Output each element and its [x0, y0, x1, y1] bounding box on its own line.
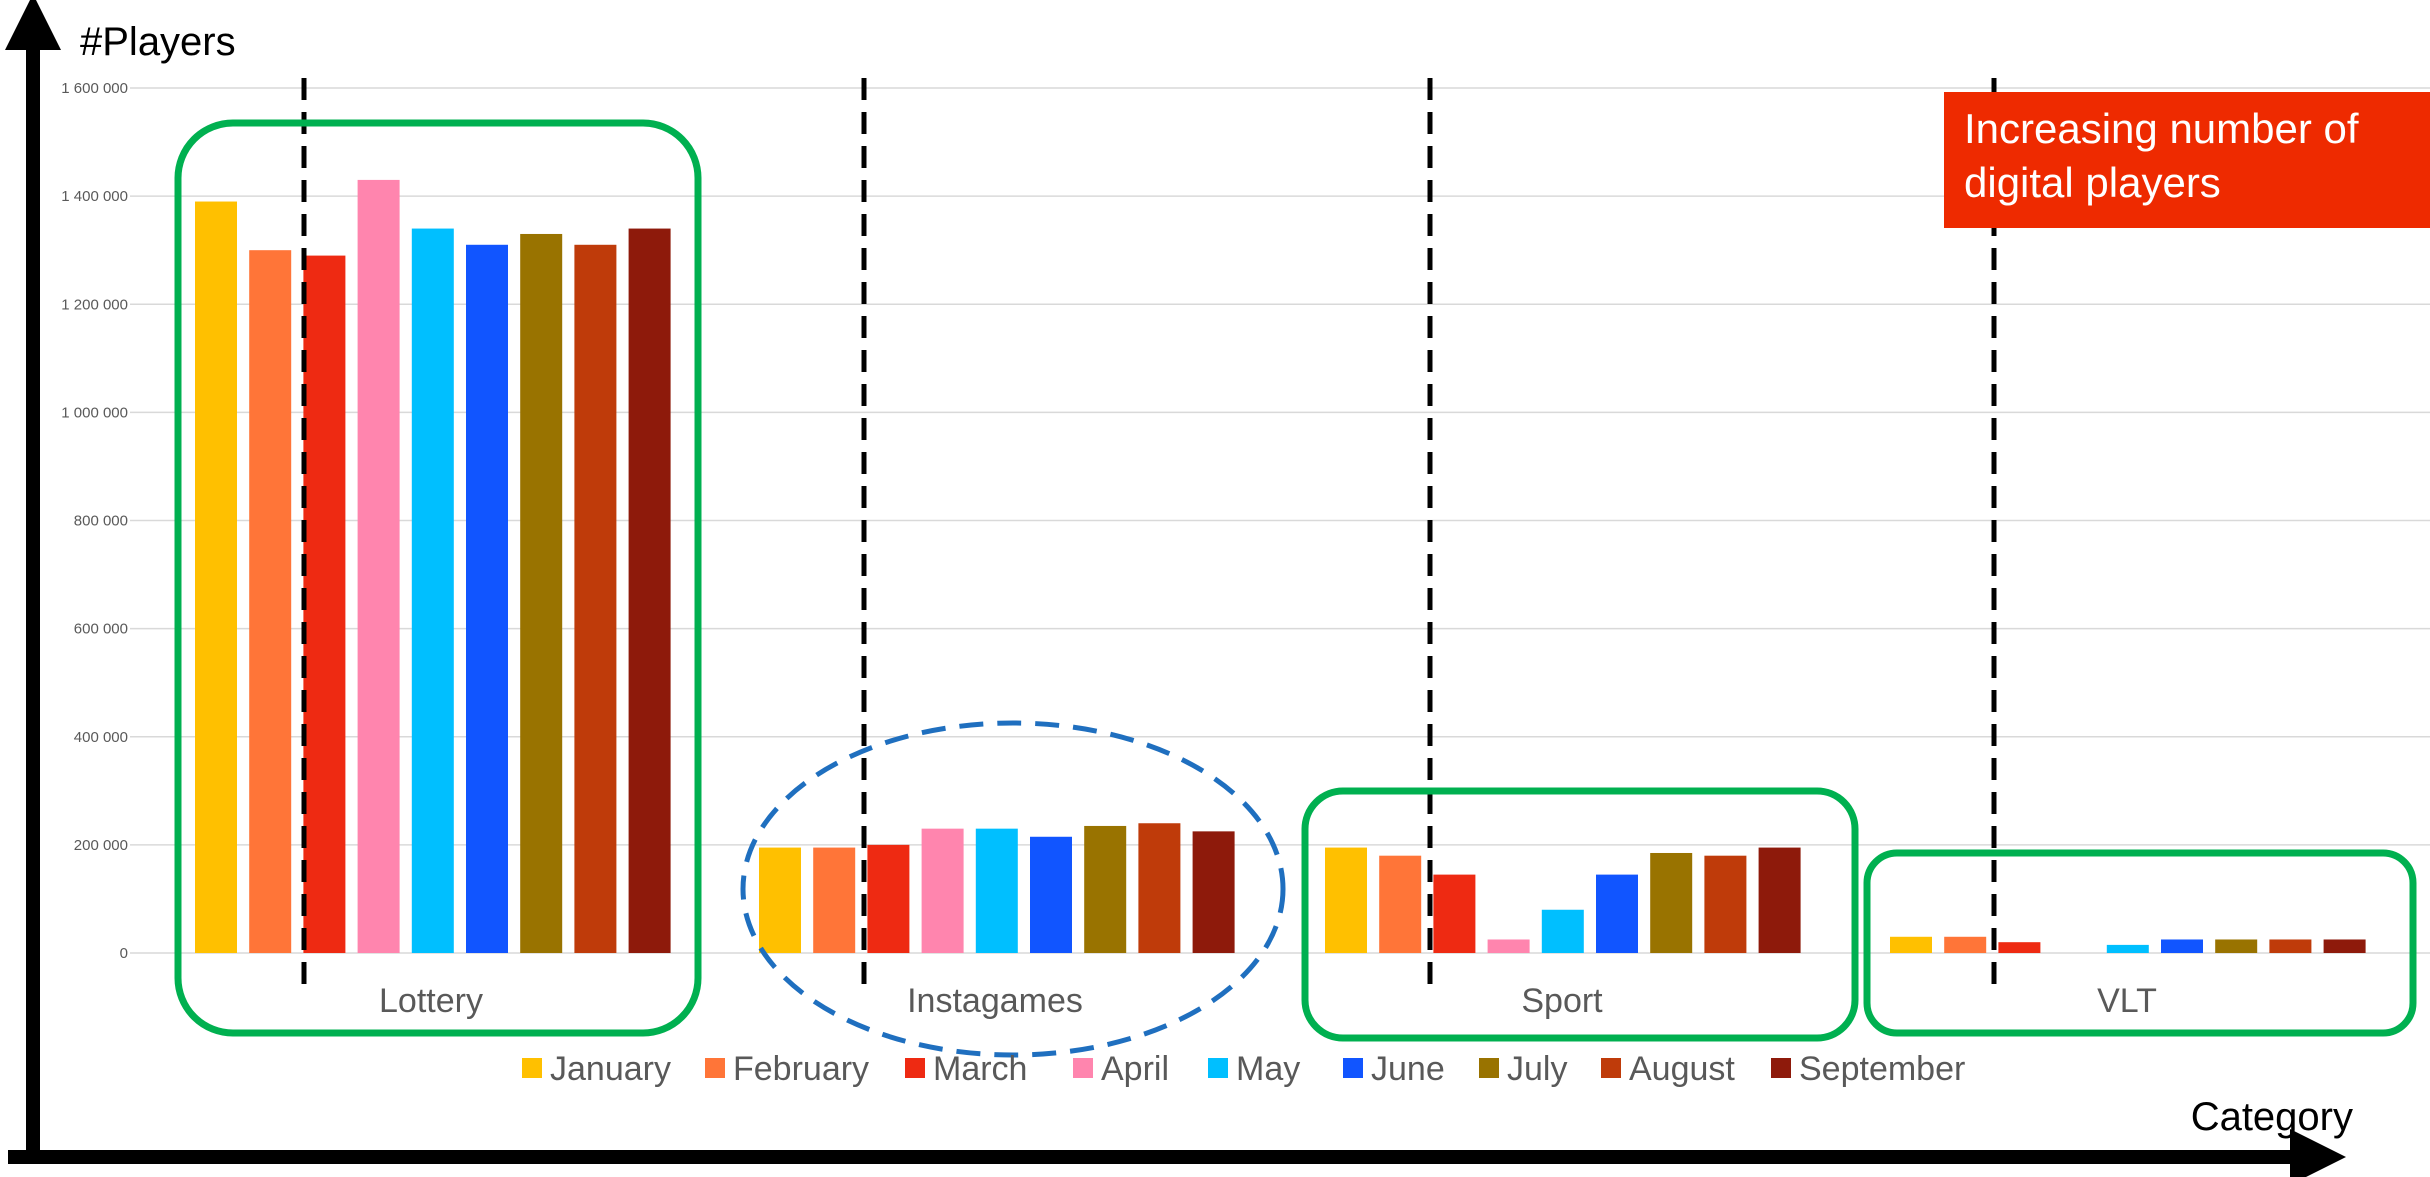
legend-label: February: [733, 1050, 869, 1088]
bar-vlt-july: [2215, 939, 2258, 953]
legend-item-june: June: [1343, 1050, 1445, 1088]
legend-label: March: [933, 1050, 1027, 1088]
legend-item-september: September: [1771, 1050, 1965, 1088]
bar-lottery-january: [195, 201, 237, 953]
category-label-sport: Sport: [1521, 982, 1603, 1020]
y-tick-label: 0: [120, 945, 128, 962]
y-tick-label: 1 000 000: [61, 404, 128, 421]
legend-item-february: February: [705, 1050, 869, 1088]
legend: January February March April May June July Augu…: [522, 1050, 1965, 1088]
bar-instagames-september: [1192, 831, 1235, 953]
gridlines: [130, 87, 2430, 954]
bar-lottery-february: [249, 250, 292, 953]
legend-label: April: [1101, 1050, 1169, 1088]
bar-instagames-may: [975, 828, 1018, 953]
y-tick-label: 200 000: [74, 837, 128, 854]
x-axis-title: Category: [2191, 1095, 2353, 1139]
bar-lottery-march: [303, 255, 346, 953]
bar-instagames-january: [759, 847, 801, 953]
legend-swatch: [1208, 1058, 1228, 1078]
bar-sport-may: [1541, 909, 1584, 953]
legend-swatch: [1343, 1058, 1363, 1078]
legend-swatch: [1771, 1058, 1791, 1078]
legend-swatch: [1073, 1058, 1093, 1078]
highlight-ellipse-instagames: [740, 720, 1286, 1058]
legend-swatch: [705, 1058, 725, 1078]
legend-swatch: [1479, 1058, 1499, 1078]
bar-instagames-june: [1030, 836, 1072, 953]
bars: [195, 179, 2366, 953]
axes: #Players Category: [5, 0, 2353, 1177]
bar-lottery-may: [411, 228, 454, 953]
legend-swatch: [905, 1058, 925, 1078]
digital-players-callout: Increasing number of digital players: [1944, 92, 2430, 228]
y-tick-label: 1 600 000: [61, 80, 128, 97]
bar-lottery-june: [466, 244, 508, 953]
legend-swatch: [522, 1058, 542, 1078]
bar-sport-january: [1325, 847, 1367, 953]
legend-item-march: March: [905, 1050, 1027, 1088]
y-tick-label: 1 400 000: [61, 188, 128, 205]
bar-lottery-july: [520, 233, 563, 953]
legend-item-august: August: [1601, 1050, 1735, 1088]
bar-sport-august: [1704, 855, 1747, 953]
bar-vlt-march: [1998, 942, 2041, 953]
legend-label: January: [550, 1050, 671, 1088]
bar-vlt-june: [2161, 939, 2203, 953]
bar-vlt-february: [1944, 936, 1987, 953]
highlight-box-sport: [1301, 787, 1859, 1042]
bar-sport-june: [1596, 874, 1638, 953]
legend-item-may: May: [1208, 1050, 1300, 1088]
legend-label: May: [1236, 1050, 1300, 1088]
bar-instagames-february: [813, 847, 856, 953]
y-tick-label: 1 200 000: [61, 296, 128, 313]
bar-vlt-january: [1890, 936, 1932, 953]
bar-sport-april: [1487, 939, 1530, 953]
y-tick-label: 400 000: [74, 729, 128, 746]
bar-instagames-march: [867, 844, 910, 953]
bar-vlt-september: [2323, 939, 2366, 953]
y-tick-label: 800 000: [74, 513, 128, 530]
legend-item-april: April: [1073, 1050, 1169, 1088]
category-labels: Lottery Instagames Sport VLT: [379, 982, 2157, 1020]
bar-lottery-august: [574, 244, 617, 953]
bar-sport-july: [1650, 852, 1693, 953]
category-label-vlt: VLT: [2097, 982, 2157, 1020]
legend-item-january: January: [522, 1050, 671, 1088]
highlight-box-vlt: [1863, 849, 2417, 1037]
legend-label: August: [1629, 1050, 1735, 1088]
bar-vlt-august: [2269, 939, 2312, 953]
legend-swatch: [1601, 1058, 1621, 1078]
category-label-instagames: Instagames: [907, 982, 1083, 1020]
bar-lottery-april: [357, 179, 400, 953]
bar-instagames-april: [921, 828, 964, 953]
legend-label: September: [1799, 1050, 1965, 1088]
bar-instagames-august: [1138, 823, 1181, 953]
bar-sport-march: [1433, 874, 1476, 953]
bar-sport-february: [1379, 855, 1422, 953]
dashed-dividers: [301, 78, 1997, 985]
y-tick-labels: 0 200 000 400 000 600 000 800 000 1 000 000 1 …: [61, 80, 128, 962]
legend-item-july: July: [1479, 1050, 1567, 1088]
legend-label: June: [1371, 1050, 1445, 1088]
highlight-box-lottery: [174, 119, 702, 1037]
bar-vlt-may: [2106, 944, 2149, 953]
legend-label: July: [1507, 1050, 1567, 1088]
bar-lottery-september: [628, 228, 671, 953]
category-label-lottery: Lottery: [379, 982, 483, 1020]
bar-instagames-july: [1084, 825, 1127, 953]
bar-sport-september: [1758, 847, 1801, 953]
y-axis-title: #Players: [80, 20, 236, 64]
y-tick-label: 600 000: [74, 621, 128, 638]
highlight-shapes: [174, 119, 2417, 1058]
